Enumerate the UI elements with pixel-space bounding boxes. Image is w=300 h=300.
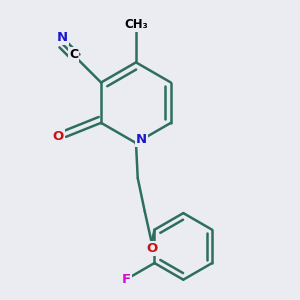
Text: N: N bbox=[136, 133, 147, 146]
Text: O: O bbox=[146, 242, 158, 255]
Text: C: C bbox=[69, 48, 78, 62]
Text: N: N bbox=[57, 31, 68, 44]
Text: O: O bbox=[53, 130, 64, 143]
Text: CH₃: CH₃ bbox=[124, 18, 148, 31]
Text: F: F bbox=[122, 273, 131, 286]
